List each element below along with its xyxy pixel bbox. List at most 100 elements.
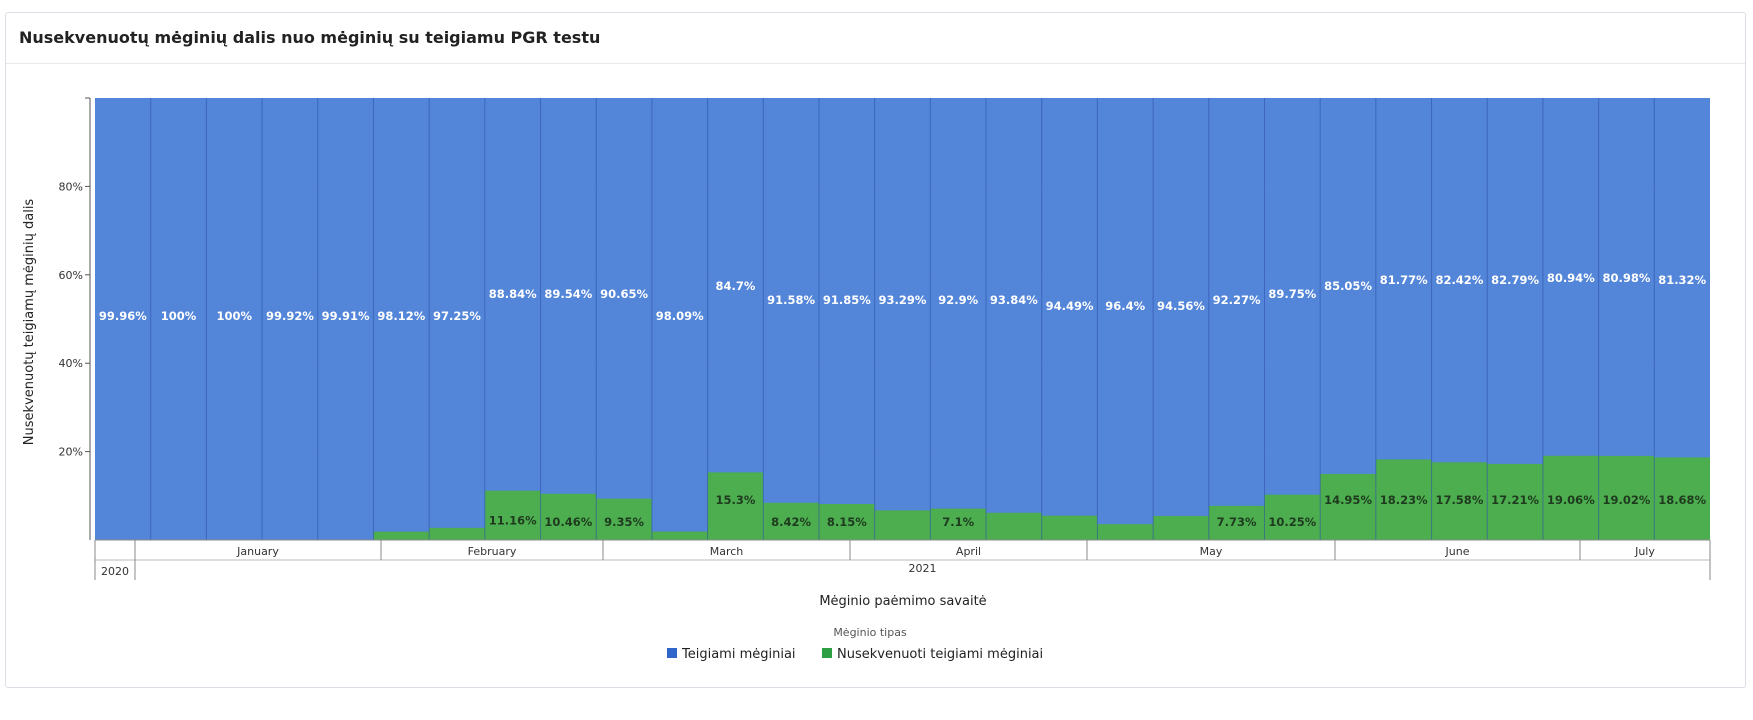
bar-sequenced[interactable] bbox=[986, 512, 1042, 540]
legend-title: Mėginio tipas bbox=[833, 626, 907, 639]
card-header: Nusekvenuotų mėginių dalis nuo mėginių s… bbox=[6, 13, 1745, 64]
data-label-positive: 99.96% bbox=[99, 309, 147, 323]
data-label-positive: 82.42% bbox=[1435, 273, 1483, 287]
bar-positive[interactable] bbox=[1097, 98, 1154, 525]
data-label-positive: 81.32% bbox=[1658, 273, 1706, 287]
bar-positive[interactable] bbox=[95, 98, 151, 540]
data-label-positive: 94.49% bbox=[1046, 299, 1094, 313]
bar-sequenced[interactable] bbox=[1431, 462, 1488, 540]
bar-positive[interactable] bbox=[484, 98, 541, 491]
bar-sequenced[interactable] bbox=[596, 498, 652, 540]
bar-positive[interactable] bbox=[1654, 98, 1710, 458]
bar-positive[interactable] bbox=[1153, 98, 1209, 516]
bar-sequenced[interactable] bbox=[429, 527, 485, 540]
legend-label-sequenced[interactable]: Nusekvenuoti teigiami mėginiai bbox=[837, 647, 1043, 662]
x-month-label: May bbox=[1200, 545, 1223, 558]
data-label-positive: 91.85% bbox=[823, 293, 871, 307]
bar-positive[interactable] bbox=[1431, 98, 1488, 463]
x-year-label: 2020 bbox=[101, 565, 129, 578]
data-label-sequenced: 9.35% bbox=[604, 515, 644, 529]
data-label-positive: 89.54% bbox=[544, 287, 592, 301]
bar-sequenced[interactable] bbox=[763, 502, 819, 540]
data-label-sequenced: 19.06% bbox=[1547, 493, 1595, 507]
bar-positive[interactable] bbox=[262, 98, 318, 540]
data-label-sequenced: 7.1% bbox=[942, 515, 974, 529]
bar-positive[interactable] bbox=[1264, 98, 1321, 495]
data-label-positive: 80.98% bbox=[1603, 271, 1651, 285]
bar-positive[interactable] bbox=[1487, 98, 1543, 464]
bar-positive[interactable] bbox=[1542, 98, 1599, 456]
bar-sequenced[interactable] bbox=[1320, 473, 1376, 540]
data-label-sequenced: 19.02% bbox=[1603, 493, 1651, 507]
bar-positive[interactable] bbox=[373, 98, 430, 532]
data-label-sequenced: 18.23% bbox=[1380, 493, 1428, 507]
bar-sequenced[interactable] bbox=[707, 472, 764, 540]
bar-sequenced[interactable] bbox=[1375, 459, 1432, 540]
data-label-positive: 92.9% bbox=[938, 293, 978, 307]
y-tick-label: 40% bbox=[59, 357, 83, 370]
bar-positive[interactable] bbox=[540, 98, 597, 494]
bar-sequenced[interactable] bbox=[874, 510, 931, 540]
bar-positive[interactable] bbox=[1041, 98, 1098, 516]
data-label-sequenced: 10.46% bbox=[544, 515, 592, 529]
bar-positive[interactable] bbox=[1320, 98, 1376, 474]
data-label-positive: 100% bbox=[161, 309, 197, 323]
x-axis-title: Mėginio paėmimo savaitė bbox=[819, 594, 986, 609]
bar-positive[interactable] bbox=[874, 98, 931, 511]
bar-sequenced[interactable] bbox=[1208, 505, 1265, 540]
data-label-positive: 98.09% bbox=[656, 309, 704, 323]
chart-title: Nusekvenuotų mėginių dalis nuo mėginių s… bbox=[19, 28, 601, 47]
legend: Mėginio tipas Teigiami mėginiai Nusekven… bbox=[667, 626, 1043, 662]
bar-positive[interactable] bbox=[707, 98, 764, 473]
data-label-positive: 81.77% bbox=[1380, 273, 1428, 287]
bar-positive[interactable] bbox=[596, 98, 652, 499]
bar-sequenced[interactable] bbox=[373, 531, 430, 540]
data-label-positive: 84.7% bbox=[715, 279, 755, 293]
bar-sequenced[interactable] bbox=[1654, 457, 1710, 540]
plot-area: 99.96% 100% 100% 99.92% 99.91% 98.12% 97.25% 88… bbox=[95, 98, 1710, 540]
y-tick-label: 20% bbox=[59, 446, 83, 459]
bar-positive[interactable] bbox=[818, 98, 875, 504]
data-label-sequenced: 17.58% bbox=[1435, 493, 1483, 507]
legend-label-positive[interactable]: Teigiami mėginiai bbox=[681, 647, 796, 662]
bar-sequenced[interactable] bbox=[930, 508, 987, 540]
data-label-sequenced: 18.68% bbox=[1658, 493, 1706, 507]
y-tick-label: 80% bbox=[59, 180, 83, 193]
data-label-positive: 88.84% bbox=[489, 287, 537, 301]
bar-sequenced[interactable] bbox=[1153, 515, 1209, 540]
data-label-positive: 93.29% bbox=[879, 293, 927, 307]
bar-sequenced[interactable] bbox=[1487, 463, 1543, 540]
bar-positive[interactable] bbox=[651, 98, 708, 532]
bar-positive[interactable] bbox=[206, 98, 263, 540]
bar-sequenced[interactable] bbox=[1097, 524, 1154, 540]
bar-sequenced[interactable] bbox=[540, 493, 597, 540]
bar-sequenced[interactable] bbox=[484, 490, 541, 540]
bar-positive[interactable] bbox=[986, 98, 1042, 513]
bar-positive[interactable] bbox=[930, 98, 987, 509]
bar-positive[interactable] bbox=[429, 98, 485, 528]
bar-sequenced[interactable] bbox=[1264, 494, 1321, 540]
bar-sequenced[interactable] bbox=[1041, 515, 1098, 540]
bar-sequenced[interactable] bbox=[651, 531, 708, 540]
bar-sequenced[interactable] bbox=[1598, 455, 1655, 540]
data-label-positive: 91.58% bbox=[767, 293, 815, 307]
bar-positive[interactable] bbox=[1208, 98, 1265, 506]
x-month-label: March bbox=[710, 545, 744, 558]
bar-positive[interactable] bbox=[317, 98, 374, 540]
x-year-label: 2021 bbox=[909, 562, 937, 575]
data-label-positive: 99.92% bbox=[266, 309, 314, 323]
data-label-sequenced: 17.21% bbox=[1491, 493, 1539, 507]
bar-positive[interactable] bbox=[1375, 98, 1432, 460]
bar-positive[interactable] bbox=[763, 98, 819, 503]
data-label-positive: 98.12% bbox=[377, 309, 425, 323]
bar-positive[interactable] bbox=[150, 98, 207, 540]
data-label-sequenced: 14.95% bbox=[1324, 493, 1372, 507]
y-tick-label: 60% bbox=[59, 269, 83, 282]
bar-positive[interactable] bbox=[1598, 98, 1655, 456]
data-label-sequenced: 7.73% bbox=[1217, 515, 1257, 529]
bar-sequenced[interactable] bbox=[818, 503, 875, 540]
y-axis-title: Nusekvenuotų teigiamų mėginių dalis bbox=[22, 199, 37, 446]
x-month-label: April bbox=[956, 545, 981, 558]
bar-sequenced[interactable] bbox=[1542, 455, 1599, 540]
